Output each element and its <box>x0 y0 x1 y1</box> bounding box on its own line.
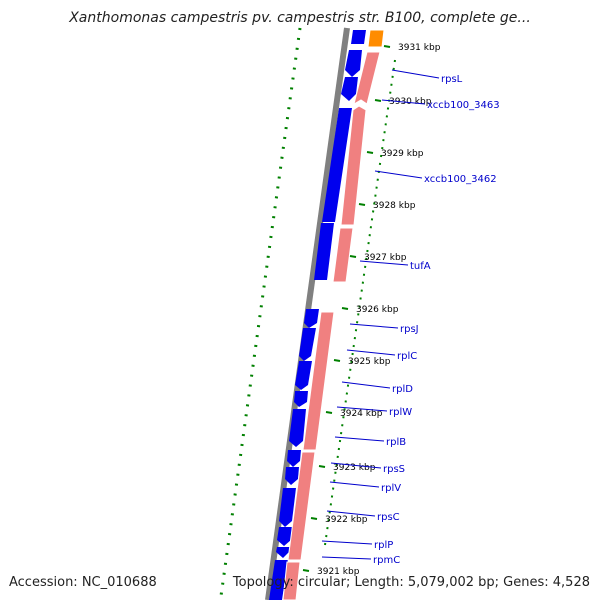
cds-feature[interactable] <box>276 547 290 558</box>
gene-label-rpsJ[interactable]: rpsJ <box>400 324 419 335</box>
cds-feature[interactable] <box>287 450 301 467</box>
ruler-label: 3930 kbp <box>389 97 432 107</box>
gene-label-leader <box>326 510 376 517</box>
ruler-label: 3927 kbp <box>364 253 407 263</box>
gene-label-leader <box>321 556 372 560</box>
ruler-tick <box>349 255 357 258</box>
ruler-label: 3924 kbp <box>340 409 383 419</box>
cds-feature[interactable] <box>345 50 362 77</box>
gene-label-leader <box>381 99 426 105</box>
cds-feature[interactable] <box>304 309 319 328</box>
gene-label-leader <box>321 540 373 545</box>
gene-label-leader <box>349 323 399 329</box>
ruler-tick <box>366 151 374 154</box>
forward-strand-features <box>269 30 366 600</box>
feature-segment[interactable] <box>287 451 316 561</box>
summary-text: Topology: circular; Length: 5,079,002 bp… <box>232 575 590 590</box>
gene-label-leader <box>329 481 380 488</box>
feature-segment[interactable] <box>302 311 335 451</box>
gene-label-rpsS[interactable]: rpsS <box>383 464 405 475</box>
cds-feature[interactable] <box>277 527 292 546</box>
ruler-tick <box>341 307 349 310</box>
gene-label-rplV[interactable]: rplV <box>381 483 401 494</box>
ruler-label: 3926 kbp <box>356 305 399 315</box>
cds-feature[interactable] <box>351 30 366 44</box>
gene-label-rplD[interactable]: rplD <box>392 384 413 395</box>
gene-label-rplB[interactable]: rplB <box>386 437 406 448</box>
gene-label-rpsC[interactable]: rpsC <box>377 512 400 523</box>
ruler-tick <box>302 569 310 572</box>
map-title: Xanthomonas campestris pv. campestris st… <box>69 10 531 26</box>
gene-label-tufA[interactable]: tufA <box>410 261 431 272</box>
gene-label-leader <box>374 170 423 179</box>
cds-feature[interactable] <box>299 328 316 361</box>
reverse-strand-features <box>282 29 385 600</box>
accession-text: Accession: NC_010688 <box>9 575 157 590</box>
feature-segment[interactable] <box>340 105 367 226</box>
ruler-label: 3931 kbp <box>398 43 441 53</box>
ruler-label: 3929 kbp <box>381 149 424 159</box>
ruler-tick <box>358 203 366 206</box>
cds-feature[interactable] <box>295 361 312 390</box>
ruler-tick <box>318 465 326 468</box>
gene-label-leader <box>346 349 396 356</box>
orange-feature[interactable] <box>367 29 385 48</box>
cds-feature[interactable] <box>279 488 296 527</box>
gene-label-leader <box>341 381 391 389</box>
ruler-tick <box>383 45 391 48</box>
gene-label-leader <box>336 406 388 412</box>
ruler-tick <box>310 517 318 520</box>
ruler-tick <box>325 411 333 414</box>
gene-label-leader <box>334 436 385 442</box>
ruler-tick <box>333 359 341 362</box>
cds-feature[interactable] <box>289 409 306 447</box>
ruler: 3931 kbp 3930 kbp 3929 kbp 3928 kbp 3927 kbp… <box>302 43 441 577</box>
gene-label-xccb100_3463[interactable]: xccb100_3463 <box>427 100 500 111</box>
gene-label-leader <box>330 462 382 469</box>
ruler-label: 3928 kbp <box>373 201 416 211</box>
ruler-label: 3922 kbp <box>325 515 368 525</box>
ruler-tick <box>374 99 382 102</box>
gene-label-rplW[interactable]: rplW <box>389 407 412 418</box>
gene-label-rpsL[interactable]: rpsL <box>441 74 463 85</box>
gene-label-rplC[interactable]: rplC <box>397 351 417 362</box>
cds-feature[interactable] <box>269 560 288 600</box>
feature-segment[interactable] <box>353 51 381 106</box>
feature-segment[interactable] <box>282 561 301 600</box>
gene-labels: rpsL xccb100_3463 xccb100_3462 tufA rpsJ rplC… <box>321 69 500 566</box>
cds-feature[interactable] <box>294 391 308 407</box>
gene-label-xccb100_3462[interactable]: xccb100_3462 <box>424 174 497 185</box>
ruler-label: 3921 kbp <box>317 567 360 577</box>
gene-label-leader <box>359 260 409 266</box>
ruler-label: 3923 kbp <box>333 463 376 473</box>
gene-label-leader <box>391 69 440 79</box>
cds-feature[interactable] <box>322 108 352 222</box>
ruler-label: 3925 kbp <box>348 357 391 367</box>
inner-dotted-guide <box>324 59 396 546</box>
cds-feature[interactable] <box>285 467 299 485</box>
gene-label-rplP[interactable]: rplP <box>374 540 393 551</box>
cds-feature[interactable] <box>314 223 334 280</box>
cds-feature[interactable] <box>341 77 358 101</box>
gene-label-rpmC[interactable]: rpmC <box>373 555 400 566</box>
feature-segment[interactable] <box>332 227 354 283</box>
